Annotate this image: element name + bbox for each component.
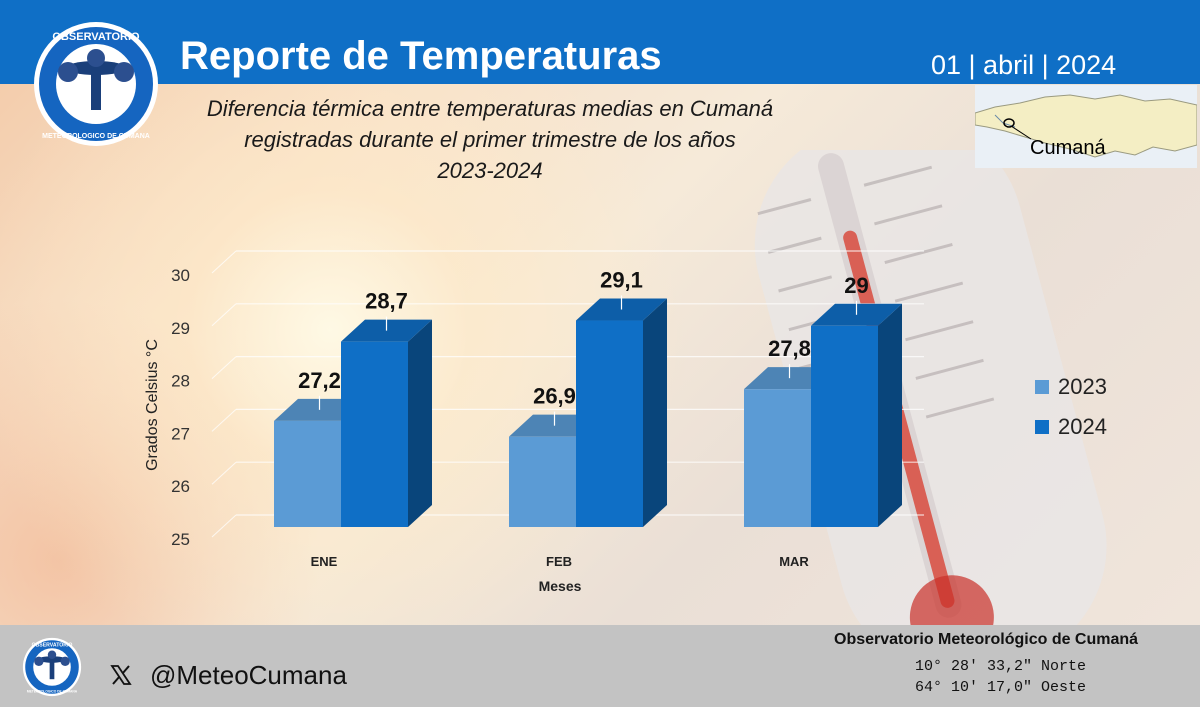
observatory-logo-small-icon: OBSERVATORIO METEOROLOGICO DE CUMANA (22, 637, 82, 697)
data-label-2023-FEB: 26,9 (533, 384, 576, 409)
svg-text:OBSERVATORIO: OBSERVATORIO (52, 31, 140, 43)
bar-2023-ENE (274, 420, 341, 527)
y-tick-label: 28 (171, 372, 190, 391)
location-map (975, 85, 1197, 168)
data-label-2024-ENE: 28,7 (365, 289, 408, 314)
report-title: Reporte de Temperaturas (180, 34, 662, 78)
legend-label-2023: 2023 (1058, 374, 1107, 399)
gridline-slant (211, 303, 237, 327)
bar-side-2024-ENE (408, 319, 432, 527)
social-handle-link[interactable]: @MeteoCumana (150, 660, 347, 690)
gridline-slant (211, 250, 237, 274)
x-logo-icon[interactable] (110, 664, 132, 686)
legend-label-2024: 2024 (1058, 414, 1107, 439)
report-date: 01 | abril | 2024 (931, 50, 1117, 80)
observatory-logo-icon: OBSERVATORIO METEOROLOGICO DE CUMANA (34, 22, 158, 146)
x-tick-label-MAR: MAR (779, 554, 809, 569)
gridline-slant (211, 356, 237, 379)
header-bar (0, 0, 1200, 84)
legend-swatch-2023 (1035, 380, 1049, 394)
x-tick-label-FEB: FEB (546, 554, 572, 569)
latitude-coordinate: 10° 28' 33,2" Norte (915, 658, 1087, 675)
bar-2024-MAR (811, 325, 878, 527)
bar-side-2024-FEB (643, 298, 667, 527)
y-tick-label: 29 (171, 319, 190, 338)
y-tick-label: 27 (171, 424, 190, 443)
data-label-2024-MAR: 29 (844, 273, 868, 298)
gridline-slant (211, 514, 237, 538)
footer-bar (0, 625, 1200, 707)
gridline-slant (211, 461, 237, 485)
observatory-name: Observatorio Meteorológico de Cumaná (834, 631, 1139, 648)
y-axis-title: Grados Celsius °C (144, 339, 161, 471)
map-city-label: Cumaná (1030, 137, 1106, 159)
bar-2023-FEB (509, 436, 576, 527)
x-tick-label-ENE: ENE (311, 554, 338, 569)
x-axis-title: Meses (539, 578, 582, 594)
svg-text:METEOROLOGICO DE CUMANA: METEOROLOGICO DE CUMANA (42, 133, 150, 140)
subtitle-line-2: registradas durante el primer trimestre … (244, 127, 736, 152)
gridline-slant (211, 409, 237, 432)
bar-side-2024-MAR (878, 303, 902, 527)
data-label-2023-MAR: 27,8 (768, 336, 811, 361)
y-tick-label: 30 (171, 266, 190, 285)
data-label-2023-ENE: 27,2 (298, 368, 341, 393)
subtitle-line-1: Diferencia térmica entre temperaturas me… (206, 96, 774, 121)
subtitle-line-3: 2023-2024 (437, 158, 543, 183)
legend-swatch-2024 (1035, 420, 1049, 434)
y-tick-label: 25 (171, 530, 190, 549)
y-tick-label: 26 (171, 477, 190, 496)
bar-2023-MAR (744, 389, 811, 527)
longitude-coordinate: 64° 10' 17,0" Oeste (915, 679, 1087, 696)
svg-text:METEOROLOGICO DE CUMANA: METEOROLOGICO DE CUMANA (27, 689, 78, 693)
bar-2024-FEB (576, 320, 643, 527)
bar-2024-ENE (341, 341, 408, 527)
svg-text:OBSERVATORIO: OBSERVATORIO (32, 642, 73, 648)
chart-subtitle: Diferencia térmica entre temperaturas me… (150, 93, 830, 186)
data-label-2024-FEB: 29,1 (600, 268, 643, 293)
